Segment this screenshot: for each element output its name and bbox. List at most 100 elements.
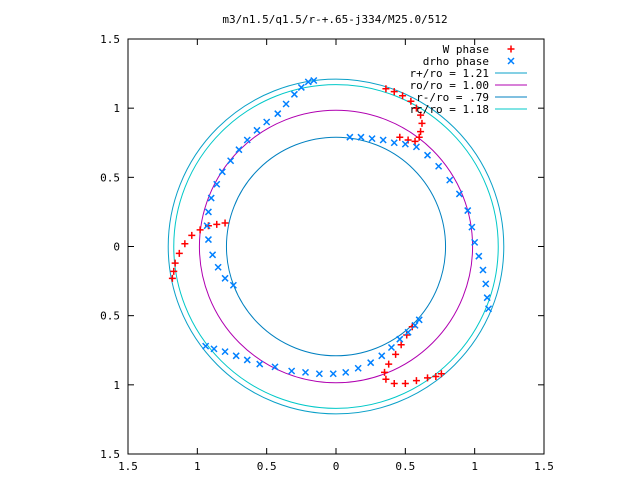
radius-circles [167,78,505,415]
drho-phase-point [479,266,487,274]
drho-phase-point [253,126,261,134]
drho-phase-point [290,90,298,98]
legend-label: W phase [443,43,489,56]
radius-circle [167,78,505,415]
w-phase-point [171,259,179,267]
legend-label: r+/ro = 1.21 [410,67,489,80]
w-phase-point [390,88,398,96]
w-phase-point [411,137,419,145]
drho-phase-point [310,76,318,85]
drho-phase-point [203,222,211,230]
x-tick-label: 0.5 [257,460,277,473]
drho-phase-point [229,281,237,289]
radius-circle [225,136,447,357]
w-phase-point [432,373,440,381]
w-phase-point [170,267,178,275]
y-tick-label: 0.5 [100,171,120,184]
w-phase-point [196,226,204,234]
legend-label: drho phase [423,55,489,68]
drho-phase-point [387,343,395,352]
x-tick-label: 1.5 [118,460,138,473]
x-tick-label: 0.5 [395,460,415,473]
drho-phase-point [412,143,420,151]
drho-phase-point [346,133,354,141]
drho-phase-point [390,139,398,147]
drho-phase-point [271,363,279,371]
w-phase-point [188,231,196,239]
drho-phase-point [256,360,264,368]
drho-phase-point [207,194,215,202]
drho-phase-point [482,280,490,288]
w-phase-point [392,350,400,358]
drho-phase-point [315,370,323,378]
drho-phase-point [221,348,229,356]
w-phase-point [381,368,389,376]
drho-phase-point [329,370,337,378]
y-tick-label: 1 [113,102,120,115]
w-phase-point [175,249,183,257]
drho-phase-point [243,356,251,364]
drho-phase-point [214,263,222,271]
w-phase-point [415,133,423,141]
drho-phase-point [232,352,240,360]
drho-phase-point [468,223,476,231]
w-phase-point [417,111,425,119]
w-phase-point [412,104,420,112]
w-phase-point [407,97,415,105]
drho-phase-point [367,359,375,367]
w-phase-point [390,379,398,387]
drho-phase-point [471,238,479,246]
drho-phase-point [263,118,271,126]
drho-phase-point [485,305,493,313]
drho-phase-point [202,342,210,350]
drho-phase-point [401,140,409,148]
w-phase-point [417,128,425,136]
chart-title: m3/n1.5/q1.5/r-+.65-j334/M25.0/512 [222,13,447,26]
drho-phase-point [415,316,423,324]
drho-phase-point [213,180,221,188]
drho-phase-point [274,110,282,118]
drho-phase-point [475,252,483,260]
drho-phase-point [304,78,312,86]
drho-phase-point [204,208,212,216]
legend-label: rc/ro = 1.18 [410,103,489,116]
legend-label: r-/ro = .79 [416,91,489,104]
drho-phase-point [227,157,235,165]
y-tick-label: 1 [113,379,120,392]
drho-phase-point [210,345,218,353]
w-phase-point [437,370,445,378]
drho-phase-point [435,162,443,170]
w-phase-point [424,374,432,382]
radius-circle [173,84,499,409]
drho-phase-point [342,368,350,376]
drho-phase-point [396,335,404,343]
drho-phase-point [297,83,305,91]
legend-label: ro/ro = 1.00 [410,79,489,92]
drho-phase-point [423,151,432,159]
drho-phase-point [446,176,454,184]
drho-phase-point [368,135,376,143]
drho-phase-point [379,136,387,144]
drho-phase-point [221,274,229,282]
w-phase-point [396,133,404,141]
legend-marker [507,57,515,65]
w-phase-point [397,341,405,349]
y-tick-label: 0.5 [100,310,120,323]
w-phase-point [401,379,409,387]
w-phase-point [418,119,426,127]
drho-phase-point [455,190,463,198]
x-tick-label: 1 [471,460,478,473]
drho-phase-point [282,100,290,108]
drho-phase-point [204,236,212,244]
x-tick-label: 1.5 [534,460,554,473]
w-phase-point [385,360,393,368]
drho-phase-point [354,364,362,372]
w-phase-point [181,240,189,248]
y-tick-label: 0 [113,241,120,254]
y-tick-label: 1.5 [100,33,120,46]
w-phase-point [168,274,176,282]
w-phase-point [213,220,221,228]
radius-circle [198,109,474,384]
